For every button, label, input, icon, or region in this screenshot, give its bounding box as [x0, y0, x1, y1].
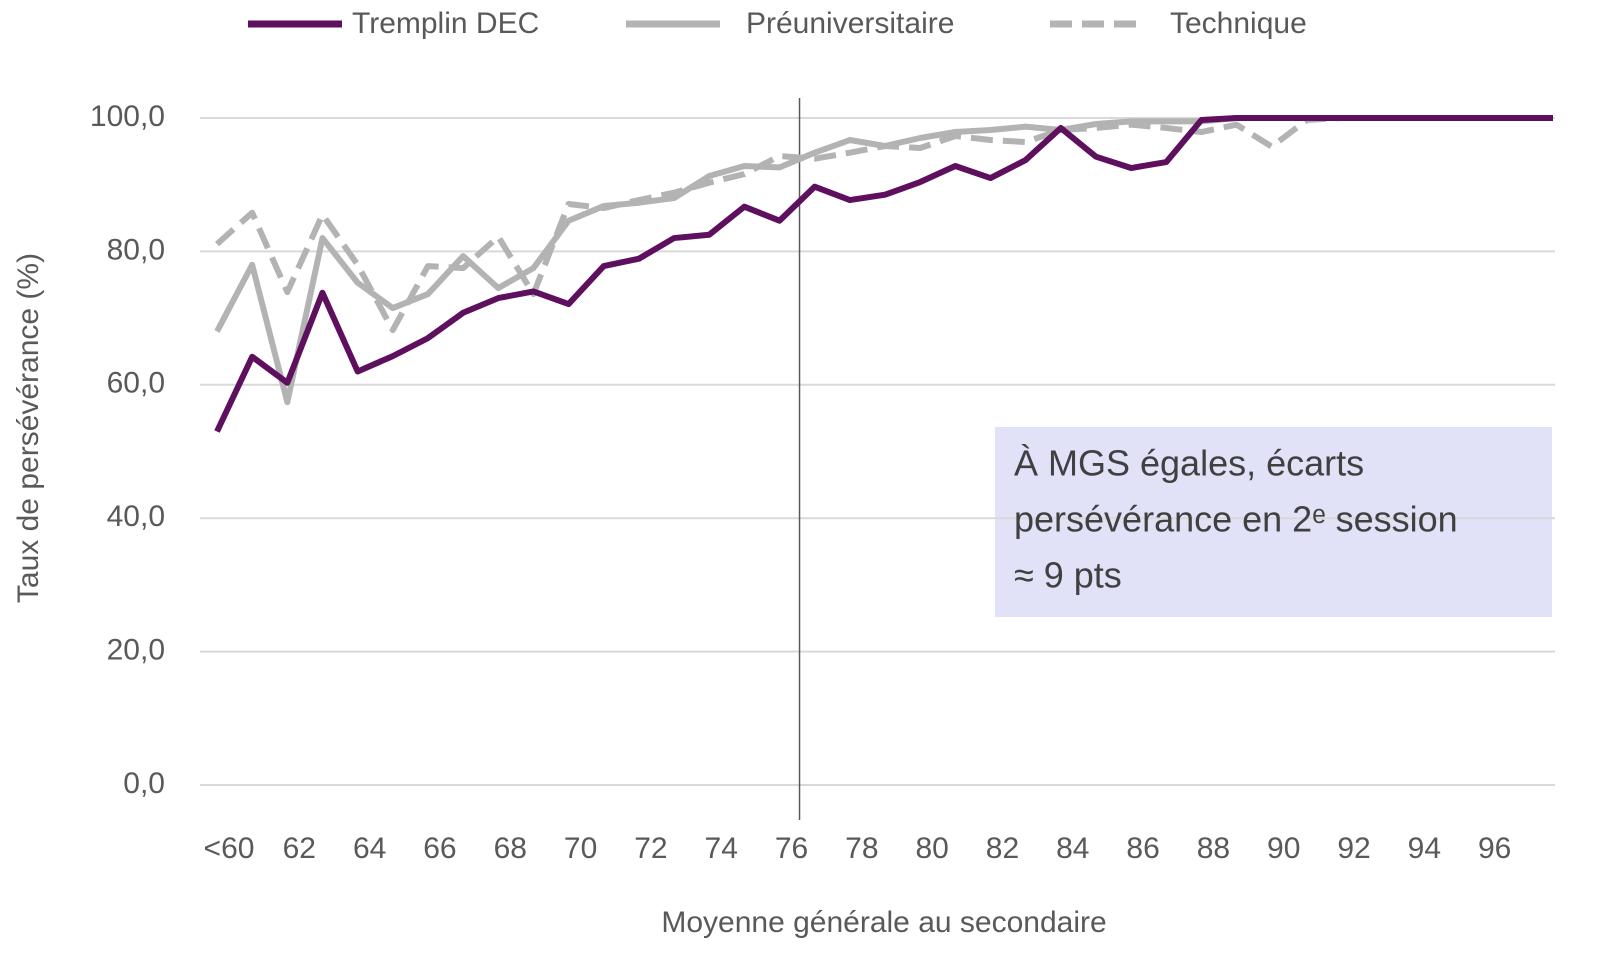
x-tick-label: 80 — [915, 832, 948, 865]
legend-label: Technique — [1170, 7, 1307, 40]
series-line — [214, 115, 1553, 406]
annotation-box — [995, 427, 1552, 617]
x-tick-label: 92 — [1337, 832, 1370, 865]
legend-label: Préuniversitaire — [746, 7, 954, 40]
x-tick-label: 84 — [1056, 832, 1089, 865]
x-tick-label: 88 — [1197, 832, 1230, 865]
x-tick-label: 90 — [1267, 832, 1300, 865]
annotation-text: ≈ 9 pts — [1014, 555, 1122, 596]
x-tick-label: 96 — [1478, 832, 1511, 865]
x-tick-label: 76 — [775, 832, 808, 865]
y-axis-label: Taux de persévérance (%) — [12, 253, 45, 603]
x-tick-label: 70 — [564, 832, 597, 865]
y-tick-label: 60,0 — [107, 367, 165, 400]
x-tick-label: 68 — [494, 832, 527, 865]
x-tick-label: 64 — [353, 832, 386, 865]
x-tick-label: 82 — [986, 832, 1019, 865]
legend-label: Tremplin DEC — [352, 7, 539, 40]
y-tick-label: 40,0 — [107, 500, 165, 533]
y-tick-label: 0,0 — [123, 767, 165, 800]
x-tick-label: 72 — [634, 832, 667, 865]
y-tick-label: 100,0 — [90, 100, 165, 133]
x-tick-label: 86 — [1126, 832, 1159, 865]
x-tick-label: 94 — [1408, 832, 1441, 865]
annotation-text: À MGS égales, écarts — [1014, 443, 1364, 484]
x-tick-label: 74 — [705, 832, 738, 865]
x-tick-label: 78 — [845, 832, 878, 865]
x-tick-label: 62 — [283, 832, 316, 865]
annotation-text: persévérance en 2ᵉ session — [1014, 499, 1458, 540]
series-line — [214, 115, 1553, 433]
x-tick-label: 66 — [423, 832, 456, 865]
x-axis-label: Moyenne générale au secondaire — [661, 906, 1106, 939]
series-line — [215, 115, 1553, 334]
y-tick-label: 80,0 — [107, 233, 165, 266]
y-tick-label: 20,0 — [107, 634, 165, 667]
x-tick-label: <60 — [204, 832, 255, 865]
